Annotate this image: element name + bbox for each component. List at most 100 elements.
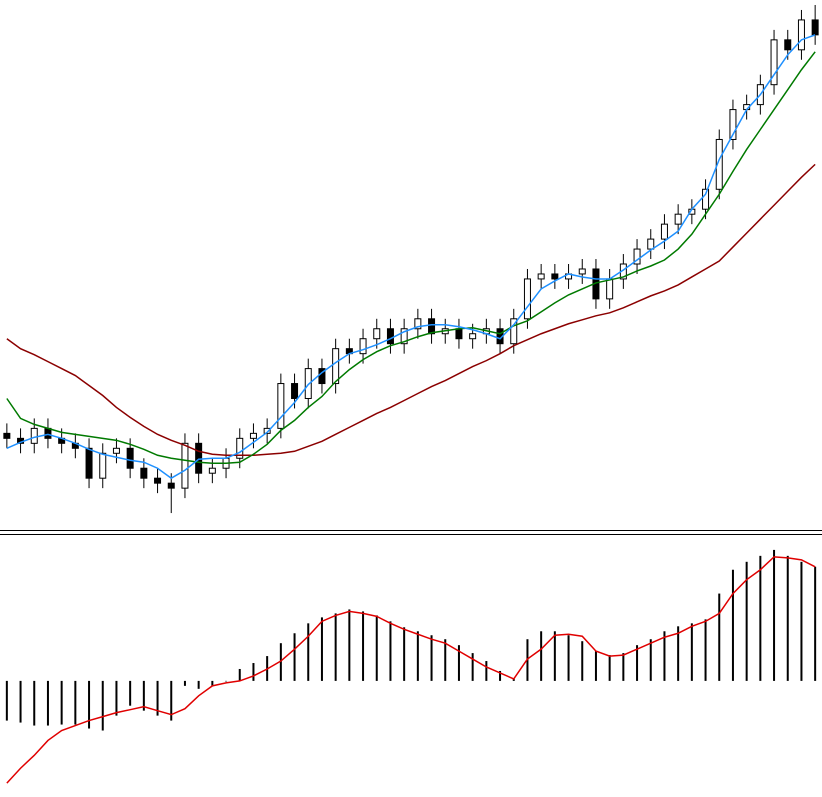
candle-body (85, 447, 93, 479)
histogram-bar (197, 680, 200, 689)
candle-body (3, 432, 11, 439)
candle-body (578, 268, 586, 275)
histogram-bar (170, 680, 173, 721)
candle-body (332, 348, 340, 385)
candle-body (400, 328, 408, 345)
histogram-bar (499, 670, 502, 681)
histogram-bar (718, 593, 721, 681)
candle-body (304, 368, 312, 399)
histogram-bar (375, 615, 378, 681)
candle-body (784, 39, 792, 51)
candle-body (263, 427, 271, 434)
candle-body (469, 333, 477, 340)
candle-body (414, 318, 422, 330)
histogram-bar (814, 566, 817, 681)
histogram-bar (74, 680, 77, 725)
candle-body (44, 427, 52, 439)
histogram-bar (115, 680, 118, 716)
histogram-bar (430, 635, 433, 681)
candle-body (797, 19, 805, 51)
candle-body (30, 427, 38, 444)
histogram-bar (800, 561, 803, 681)
histogram-bar (348, 609, 351, 681)
histogram-bar (540, 631, 543, 681)
candle-body (126, 447, 134, 469)
histogram-bar (594, 651, 597, 681)
candle-body (523, 278, 531, 320)
histogram-bar (485, 661, 488, 681)
histogram-bar (690, 623, 693, 681)
candle-body (99, 452, 107, 479)
candle-body (606, 278, 614, 300)
candle-body (660, 223, 668, 240)
candle-body (428, 318, 436, 335)
histogram-bar (320, 617, 323, 681)
candle-body (208, 467, 216, 474)
indicator-line (6, 163, 816, 457)
histogram-bar (334, 613, 337, 681)
histogram-bar (636, 645, 639, 681)
histogram-bar (183, 680, 186, 686)
histogram-bar (759, 555, 762, 681)
histogram-bar (704, 619, 707, 681)
histogram-bar (46, 680, 49, 726)
histogram-bar (677, 626, 680, 681)
indicator-line (6, 556, 816, 784)
histogram-bar (19, 680, 22, 723)
histogram-bar (129, 680, 132, 706)
histogram-bar (457, 645, 460, 681)
candle-body (277, 383, 285, 429)
candle-body (551, 273, 559, 280)
candle-body (181, 442, 189, 489)
histogram-bar (156, 680, 159, 716)
candle-body (140, 467, 148, 479)
candle-body (154, 477, 162, 484)
histogram-bar (649, 639, 652, 681)
histogram-bar (307, 623, 310, 681)
candle-body (674, 213, 682, 225)
candle-body (236, 437, 244, 459)
histogram-bar (416, 631, 419, 681)
indicator-line (6, 34, 816, 480)
histogram-bar (512, 678, 515, 681)
candle-body (647, 238, 655, 250)
histogram-bar (745, 561, 748, 681)
histogram-bar (444, 639, 447, 681)
histogram-bar (88, 680, 91, 729)
histogram-bar (567, 635, 570, 681)
histogram-bar (389, 621, 392, 681)
histogram-bar (101, 680, 104, 731)
histogram-bar (362, 611, 365, 681)
histogram-bar (293, 633, 296, 681)
histogram-bar (252, 663, 255, 681)
histogram-bar (403, 627, 406, 681)
candle-body (729, 109, 737, 140)
candle-body (770, 39, 778, 86)
candle-body (715, 138, 723, 190)
candle-body (811, 19, 819, 36)
candle-body (633, 248, 641, 265)
histogram-bar (553, 631, 556, 681)
histogram-bar (225, 680, 228, 682)
candle-body (167, 482, 175, 489)
candle-body (702, 188, 710, 210)
candle-body (373, 328, 381, 340)
candle-body (455, 328, 463, 340)
candle-body (195, 442, 203, 474)
histogram-bar (663, 631, 666, 681)
histogram-bar (238, 668, 241, 681)
histogram-bar (33, 680, 36, 726)
candle-body (291, 383, 299, 399)
histogram-bar (211, 680, 214, 686)
candle-body (249, 432, 257, 439)
candle-body (537, 273, 545, 280)
histogram-bar (142, 680, 145, 711)
histogram-bar (279, 643, 282, 681)
histogram-bar (60, 680, 63, 725)
histogram-bar (5, 680, 8, 721)
candle-body (359, 338, 367, 355)
candle-body (510, 318, 518, 345)
histogram-bar (773, 549, 776, 681)
candle-body (112, 447, 120, 454)
